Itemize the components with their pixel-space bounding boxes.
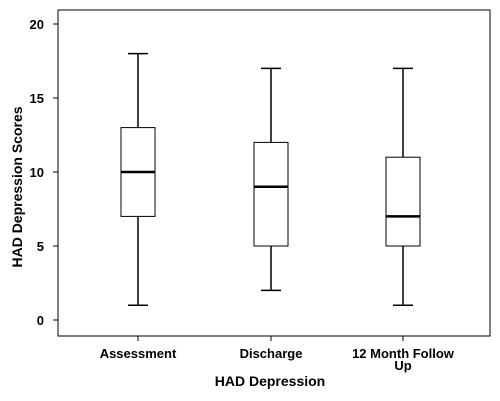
- y-tick-label: 10: [30, 165, 44, 180]
- y-tick-label: 5: [37, 239, 44, 254]
- y-tick-label: 0: [37, 313, 44, 328]
- y-axis-title: HAD Depression Scores: [9, 106, 25, 267]
- box-series: [120, 52, 421, 306]
- y-axis: 0 5 10 15 20: [30, 17, 58, 328]
- x-tick-label: Discharge: [240, 346, 303, 361]
- plot-frame: [57, 9, 491, 337]
- x-tick-label-line: Discharge: [240, 346, 303, 361]
- x-axis: Assessment Discharge 12 Month Follow Up: [100, 336, 455, 373]
- y-tick-label: 15: [30, 91, 44, 106]
- x-tick-label: Assessment: [100, 346, 177, 361]
- x-tick-label-line: Assessment: [100, 346, 177, 361]
- x-tick-label-line: Up: [394, 358, 411, 373]
- box-2: [253, 67, 289, 292]
- x-axis-title: HAD Depression: [215, 373, 325, 389]
- box-1: [120, 52, 156, 306]
- y-tick-label: 20: [30, 17, 44, 32]
- box-3: [385, 67, 421, 306]
- iqr-box: [385, 156, 421, 247]
- iqr-box: [253, 141, 289, 247]
- x-tick-label-line: 12 Month Follow: [352, 346, 455, 361]
- x-tick-label: 12 Month Follow Up: [352, 346, 455, 373]
